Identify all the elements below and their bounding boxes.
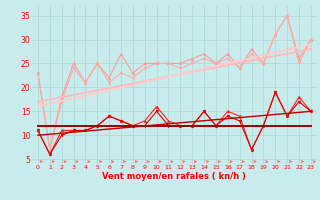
X-axis label: Vent moyen/en rafales ( kn/h ): Vent moyen/en rafales ( kn/h ) <box>102 172 246 181</box>
